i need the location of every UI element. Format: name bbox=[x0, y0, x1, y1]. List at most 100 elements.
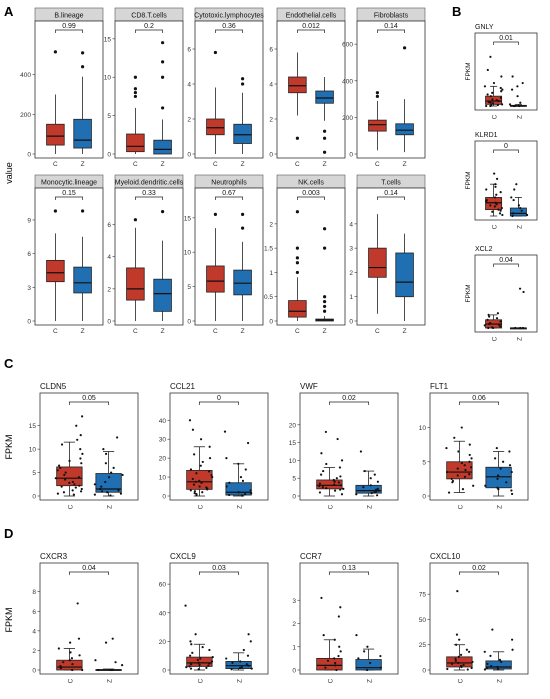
plot-frame bbox=[114, 187, 184, 326]
jitter-point bbox=[194, 633, 197, 636]
plot-title: CXCR3 bbox=[40, 552, 68, 561]
box-Z bbox=[73, 266, 92, 294]
jitter-point bbox=[520, 209, 523, 212]
jitter-point bbox=[498, 658, 502, 661]
x-tick-label: C bbox=[375, 161, 380, 168]
jitter-point bbox=[337, 481, 340, 484]
p-value-label: 0.15 bbox=[62, 190, 76, 197]
x-tick-label: C bbox=[492, 114, 499, 119]
jitter-point bbox=[489, 204, 492, 207]
jitter-point bbox=[201, 460, 204, 464]
jitter-point bbox=[457, 655, 460, 658]
facet-title: T.cells bbox=[381, 180, 401, 187]
box-Z bbox=[355, 484, 382, 494]
outlier-point bbox=[133, 75, 137, 79]
jitter-point bbox=[189, 468, 193, 471]
jitter-point bbox=[369, 661, 372, 665]
jitter-point bbox=[71, 489, 74, 492]
jitter-point bbox=[516, 85, 519, 88]
jitter-point bbox=[198, 485, 201, 488]
jitter-point bbox=[68, 459, 71, 462]
plot-t-cells: T.cells 0 1 2 3 4 C Z 0.14 bbox=[349, 174, 426, 335]
jitter-point bbox=[210, 474, 213, 477]
jitter-point bbox=[487, 326, 490, 330]
jitter-point bbox=[75, 424, 78, 427]
jitter-point bbox=[363, 469, 366, 473]
jitter-point bbox=[498, 323, 501, 326]
jitter-point bbox=[499, 86, 502, 90]
jitter-point bbox=[72, 493, 75, 496]
jitter-point bbox=[194, 480, 197, 483]
jitter-point bbox=[496, 665, 499, 669]
jitter-point bbox=[456, 467, 459, 470]
x-tick-label: Z bbox=[237, 505, 244, 509]
outlier-point bbox=[81, 209, 85, 213]
outlier-point bbox=[241, 226, 245, 230]
outlier-point bbox=[53, 209, 58, 213]
jitter-point bbox=[518, 104, 521, 108]
jitter-point bbox=[56, 492, 60, 495]
jitter-point bbox=[484, 484, 487, 487]
y-tick-label: 20 bbox=[159, 456, 167, 463]
jitter-point bbox=[492, 81, 496, 85]
jitter-point bbox=[98, 487, 102, 491]
jitter-point bbox=[493, 196, 497, 199]
jitter-point bbox=[197, 668, 200, 671]
jitter-point bbox=[483, 668, 487, 671]
box-C bbox=[446, 656, 473, 668]
jitter-point bbox=[466, 668, 469, 671]
jitter-point bbox=[495, 177, 499, 180]
jitter-point bbox=[486, 662, 489, 666]
outlier-point bbox=[295, 136, 299, 140]
jitter-point bbox=[78, 484, 81, 487]
box-Z bbox=[355, 659, 382, 671]
y-tick-label: 3 bbox=[27, 285, 31, 292]
outlier-point bbox=[375, 91, 379, 95]
ylabel-c: FPKM bbox=[4, 434, 14, 459]
jitter-point bbox=[192, 483, 196, 486]
jitter-point bbox=[339, 484, 342, 487]
plot-title: CLDN5 bbox=[40, 382, 67, 391]
jitter-point bbox=[62, 491, 66, 494]
x-tick-label: C bbox=[457, 678, 464, 683]
jitter-point bbox=[470, 457, 473, 460]
y-tick-label: 0 bbox=[162, 668, 166, 675]
y-tick-label: 40 bbox=[159, 610, 167, 617]
significance-bracket bbox=[493, 41, 519, 45]
significance-bracket bbox=[69, 401, 109, 405]
jitter-point bbox=[324, 430, 327, 434]
jitter-point bbox=[483, 324, 486, 327]
outlier-point bbox=[295, 270, 299, 275]
jitter-point bbox=[468, 453, 471, 457]
jitter-point bbox=[511, 75, 514, 78]
y-axis-label: FPKM bbox=[465, 171, 472, 189]
y-tick-label: 0 bbox=[107, 319, 111, 326]
jitter-point bbox=[495, 446, 498, 450]
x-tick-label: C bbox=[197, 678, 204, 683]
y-tick-label: 15 bbox=[29, 423, 37, 430]
x-tick-label: Z bbox=[497, 679, 504, 683]
y-tick-label: 600 bbox=[342, 42, 353, 49]
y-tick-label: 10 bbox=[419, 425, 427, 432]
outlier-point bbox=[133, 87, 137, 91]
x-tick-label: Z bbox=[516, 225, 523, 229]
significance-bracket bbox=[329, 401, 369, 405]
jitter-point bbox=[470, 666, 473, 670]
y-tick-label: 15 bbox=[104, 36, 112, 43]
y-tick-label: 0 bbox=[27, 152, 31, 159]
outlier-point bbox=[81, 51, 85, 55]
jitter-point bbox=[225, 485, 228, 488]
jitter-point bbox=[188, 419, 192, 422]
jitter-point bbox=[516, 95, 519, 98]
jitter-point bbox=[496, 477, 499, 480]
plot-frame bbox=[39, 392, 139, 501]
y-tick-label: 1 bbox=[349, 294, 353, 301]
y-tick-label: 0 bbox=[292, 668, 296, 675]
jitter-point bbox=[246, 441, 250, 445]
x-tick-label: Z bbox=[497, 505, 504, 509]
jitter-point bbox=[193, 490, 196, 493]
jitter-point bbox=[526, 213, 529, 217]
jitter-point bbox=[487, 100, 491, 104]
